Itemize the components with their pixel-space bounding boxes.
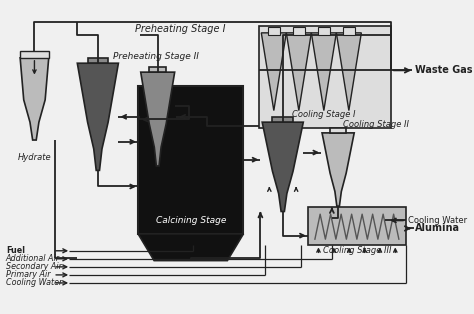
- Polygon shape: [311, 33, 337, 111]
- Polygon shape: [261, 33, 286, 111]
- Bar: [292, 28, 305, 35]
- Text: Cooling Stage III: Cooling Stage III: [323, 246, 391, 255]
- Bar: [149, 67, 166, 72]
- Text: Cooling Water: Cooling Water: [408, 216, 467, 225]
- Bar: [318, 28, 330, 35]
- Text: Cooling Stage I: Cooling Stage I: [292, 110, 355, 119]
- Polygon shape: [138, 234, 244, 261]
- Bar: [267, 28, 280, 35]
- Text: Additional Air: Additional Air: [6, 254, 60, 263]
- Bar: [308, 207, 406, 245]
- Text: Waste Gas: Waste Gas: [415, 65, 473, 75]
- Polygon shape: [337, 33, 361, 111]
- Polygon shape: [286, 33, 311, 111]
- Text: Preheating Stage I: Preheating Stage I: [135, 24, 225, 34]
- Text: Hydrate: Hydrate: [18, 154, 51, 162]
- Polygon shape: [20, 58, 49, 140]
- Bar: [20, 51, 49, 58]
- Polygon shape: [141, 72, 175, 166]
- Text: Fuel: Fuel: [6, 246, 25, 255]
- Bar: [88, 58, 108, 63]
- Bar: [259, 26, 391, 128]
- Text: Preheating Stage II: Preheating Stage II: [113, 52, 199, 62]
- Polygon shape: [262, 122, 303, 212]
- Text: Alumina: Alumina: [415, 224, 460, 233]
- Bar: [330, 127, 346, 133]
- Text: Secondary Air: Secondary Air: [6, 263, 62, 271]
- Text: Cooling Water: Cooling Water: [6, 279, 62, 287]
- Bar: [343, 28, 355, 35]
- Text: Primary Air: Primary Air: [6, 270, 50, 279]
- Polygon shape: [77, 63, 118, 171]
- Text: Cooling Stage II: Cooling Stage II: [343, 120, 409, 129]
- Text: Calcining Stage: Calcining Stage: [155, 216, 226, 225]
- Bar: [273, 117, 293, 122]
- Bar: [138, 86, 244, 234]
- Polygon shape: [322, 133, 354, 206]
